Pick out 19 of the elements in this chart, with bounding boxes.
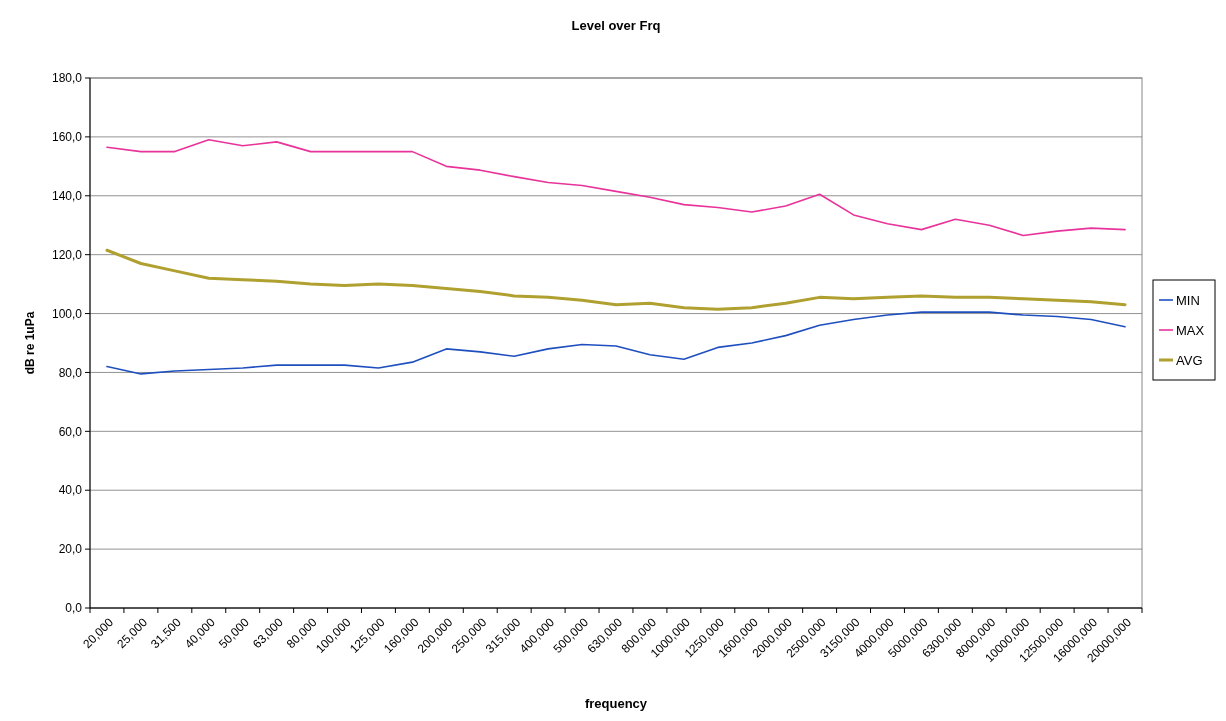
legend-label: MAX <box>1176 322 1205 338</box>
y-tick-label: 100,0 <box>51 306 83 321</box>
y-tick-label: 140,0 <box>51 188 83 203</box>
y-tick-label: 0,0 <box>65 601 83 616</box>
y-tick-label: 160,0 <box>51 130 83 145</box>
y-tick-label: 120,0 <box>51 247 83 262</box>
y-tick-label: 180,0 <box>51 71 83 86</box>
y-tick-label: 20,0 <box>58 542 83 557</box>
line-series <box>106 139 1126 237</box>
y-axis-title: dB re 1uPa <box>23 311 37 375</box>
legend-label: AVG <box>1176 352 1203 368</box>
chart-title: Level over Frq <box>571 18 661 33</box>
y-tick-label: 80,0 <box>58 365 83 380</box>
y-tick-label: 60,0 <box>58 424 83 439</box>
y-tick-label: 40,0 <box>58 483 83 498</box>
line-series <box>106 311 1126 375</box>
legend-label: MIN <box>1176 292 1200 308</box>
line-series <box>105 248 1127 311</box>
x-axis-title: frequency <box>584 696 648 711</box>
